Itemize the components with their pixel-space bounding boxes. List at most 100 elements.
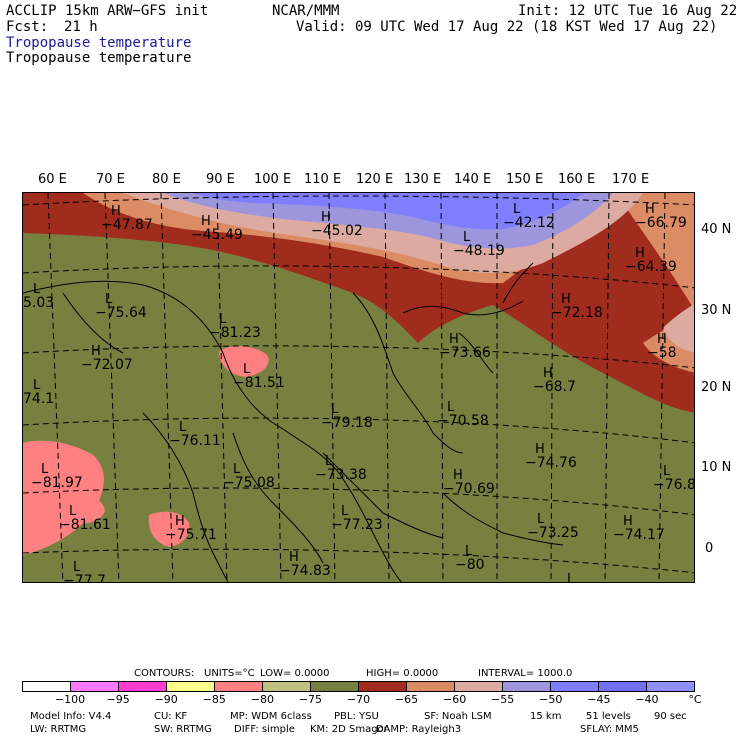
footer-info-item: LW: RRTMG bbox=[30, 724, 87, 735]
extremum-letter: H bbox=[635, 246, 645, 261]
color-legend bbox=[22, 681, 695, 692]
legend-swatch bbox=[71, 682, 119, 691]
longitude-label: 170 E bbox=[612, 172, 650, 187]
legend-tick-label: −50 bbox=[539, 693, 563, 706]
legend-swatch bbox=[407, 682, 455, 691]
footer-info-item: MP: WDM 6class bbox=[230, 711, 312, 722]
extremum-letter: H bbox=[91, 344, 101, 359]
footer-info-item: 51 levels bbox=[586, 711, 631, 722]
extremum-letter: L bbox=[33, 282, 41, 297]
extremum-letter: L bbox=[243, 362, 251, 377]
extremum-letter: L bbox=[465, 544, 473, 559]
extremum-value: −68.7 bbox=[533, 379, 576, 395]
extremum-letter: L bbox=[513, 202, 521, 217]
legend-tick-label: −85 bbox=[202, 693, 226, 706]
extremum-letter: L bbox=[69, 504, 77, 519]
legend-swatch bbox=[263, 682, 311, 691]
extremum-value: −81.23 bbox=[209, 325, 261, 341]
extremum-value: −64.39 bbox=[625, 259, 677, 275]
extremum-value: −76.8 bbox=[653, 477, 695, 493]
extremum-letter: H bbox=[561, 292, 571, 307]
extremum-letter: L bbox=[325, 454, 333, 469]
legend-swatch bbox=[119, 682, 167, 691]
footer-info-item: SFLAY: MM5 bbox=[580, 724, 639, 735]
extremum-value: −81.51 bbox=[233, 375, 285, 391]
forecast-hour: 21 h bbox=[64, 19, 98, 35]
footer-info-item: DAMP: Rayleigh3 bbox=[376, 724, 462, 735]
legend-tick-label: −100 bbox=[54, 693, 86, 706]
legend-tick-label: −80 bbox=[250, 693, 274, 706]
contour-low: LOW= 0.0000 bbox=[260, 668, 330, 679]
extremum-letter: L bbox=[447, 400, 455, 415]
extremum-value: −45.49 bbox=[191, 227, 243, 243]
extremum-letter: H bbox=[453, 468, 463, 483]
extremum-value: 5.03 bbox=[23, 295, 54, 311]
footer-info-item: KM: 2D Smagor bbox=[310, 724, 388, 735]
field-band-blue bbox=[193, 193, 583, 230]
extremum-letter: H bbox=[657, 332, 667, 347]
extremum-value: −70.58 bbox=[437, 413, 489, 429]
longitude-label: 100 E bbox=[254, 172, 292, 187]
extremum-value: −80 bbox=[455, 557, 485, 573]
extremum-value: −77.7 bbox=[63, 573, 106, 583]
extremum-value: −73.66 bbox=[439, 345, 491, 361]
extremum-value: −75.08 bbox=[223, 475, 275, 491]
legend-swatch bbox=[359, 682, 407, 691]
extremum-letter: L bbox=[341, 504, 349, 519]
extremum-value: −79.18 bbox=[321, 415, 373, 431]
extremum-letter: H bbox=[289, 550, 299, 565]
extremum-value: −47.87 bbox=[101, 217, 153, 233]
footer-info-item: Model Info: V4.4 bbox=[30, 711, 112, 722]
map-canvas: H−47.87 H−45.49H−45.02L−42.12H−66.79H−64.… bbox=[23, 193, 695, 583]
graticule bbox=[23, 193, 694, 582]
legend-swatch bbox=[599, 682, 647, 691]
extremum-letter: H bbox=[111, 204, 121, 219]
extremum-letter: H bbox=[543, 366, 553, 381]
extremum-letter: L bbox=[463, 230, 471, 245]
field-band-olive-south bbox=[303, 502, 483, 582]
tropopause-temperature-map: H −47.87 H −45.49 H −45.02 L −42.12 H −66.79 H −64.… bbox=[22, 192, 695, 583]
legend-swatch bbox=[551, 682, 599, 691]
latitude-label: 10 N bbox=[701, 460, 732, 475]
extremum-letter: H bbox=[449, 332, 459, 347]
extremum-value: −58 bbox=[647, 345, 677, 361]
footer-info-item: CU: KF bbox=[154, 711, 188, 722]
legend-tick-label: −70 bbox=[346, 693, 371, 706]
longitude-label: 120 E bbox=[356, 172, 394, 187]
legend-tick-label: °C bbox=[688, 693, 702, 706]
longitude-label: 150 E bbox=[506, 172, 544, 187]
legend-tick-label: −60 bbox=[443, 693, 467, 706]
footer-info-item: 90 sec bbox=[654, 711, 687, 722]
field-patch-salmon-south bbox=[148, 511, 190, 547]
extremum-letter: H bbox=[645, 202, 655, 217]
field-patch-salmon-mid bbox=[60, 491, 105, 524]
field-band-olive-east bbox=[583, 470, 694, 538]
extremum-letter: L bbox=[331, 402, 339, 417]
legend-tick-label: −40 bbox=[635, 693, 659, 706]
field-band-olive-west bbox=[23, 339, 113, 403]
legend-tick-label: −55 bbox=[491, 693, 515, 706]
extremum-value: −75.71 bbox=[165, 527, 217, 543]
init-time: Init: 12 UTC Tue 16 Aug 22 bbox=[518, 3, 738, 19]
footer-info-item: PBL: YSU bbox=[334, 711, 379, 722]
longitude-label: 140 E bbox=[454, 172, 492, 187]
extremum-letter: L bbox=[105, 292, 113, 307]
legend-swatch bbox=[215, 682, 263, 691]
contour-units: UNITS=°C bbox=[204, 668, 255, 679]
contour-high: HIGH= 0.0000 bbox=[366, 668, 439, 679]
contour-info-label: CONTOURS: bbox=[134, 668, 195, 679]
field-patch-salmon-tibet bbox=[219, 346, 269, 377]
legend-tick-label: −75 bbox=[298, 693, 323, 706]
extremum-letter: H bbox=[535, 442, 545, 457]
extremum-value: −73.25 bbox=[527, 525, 579, 541]
extremum-letter: H bbox=[175, 514, 185, 529]
extremum-letter: L bbox=[219, 312, 227, 327]
model-title: ACCLIP 15km ARW−GFS init bbox=[6, 3, 209, 19]
longitude-label: 80 E bbox=[152, 172, 181, 187]
extremum-value: −48.19 bbox=[453, 243, 505, 259]
extremum-value: −77.23 bbox=[331, 517, 383, 533]
legend-tick-label: −95 bbox=[106, 693, 130, 706]
extremum-letter: L bbox=[73, 560, 81, 575]
extremum-letter: L bbox=[179, 420, 187, 435]
extremum-value: −74.83 bbox=[279, 563, 331, 579]
